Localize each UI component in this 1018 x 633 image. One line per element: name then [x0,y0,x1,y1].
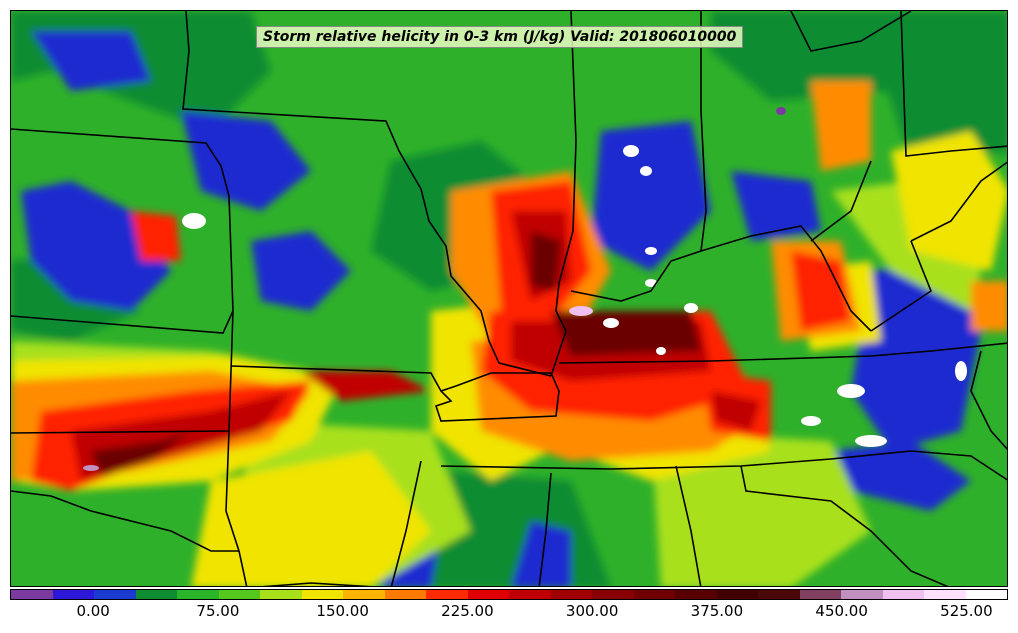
colorbar-tick-label: 75.00 [196,602,240,620]
colorbar-tick-label: 300.00 [565,602,619,620]
map-title: Storm relative helicity in 0-3 km (J/kg)… [263,29,737,45]
colorbar-segment [592,590,634,599]
map-frame: Storm relative helicity in 0-3 km (J/kg)… [10,10,1008,587]
colorbar-segment [758,590,800,599]
colorbar-segment [52,590,94,599]
colorbar-tick-label: 0.00 [76,602,110,620]
colorbar-tick-label: 225.00 [441,602,494,620]
colorbar-segment [94,590,136,599]
colorbar-segment [218,590,260,599]
colorbar-tick-label: 375.00 [690,602,744,620]
colorbar-segment [343,590,385,599]
colorbar-tick-label: 525.00 [940,602,993,620]
extreme-helicity-spots [83,107,967,471]
colorbar-segment [177,590,219,599]
colorbar-segment [11,590,53,599]
colorbar-segment [716,590,758,599]
helicity-field [11,11,1007,586]
colorbar-segment [924,590,966,599]
colorbar-segment [509,590,551,599]
helicity-map [11,11,1007,586]
colorbar-tick-label: 450.00 [815,602,868,620]
colorbar-ticks: 0.00 75.00 150.00 225.00 300.00 375.00 450.00 5… [10,602,1008,624]
colorbar-segment [965,590,1007,599]
colorbar-segment [467,590,509,599]
colorbar-segment [301,590,343,599]
colorbar-segment [426,590,468,599]
colorbar-segment [260,590,302,599]
colorbar [10,589,1008,600]
colorbar-tick-label: 150.00 [316,602,369,620]
colorbar-segment [799,590,841,599]
colorbar-segment [882,590,924,599]
colorbar-segment [384,590,426,599]
colorbar-segment [841,590,883,599]
colorbar-segment [550,590,592,599]
colorbar-segment [633,590,675,599]
colorbar-segment [675,590,717,599]
colorbar-segment [135,590,177,599]
state-boundaries [11,11,1007,586]
map-title-box: Storm relative helicity in 0-3 km (J/kg)… [256,26,744,48]
